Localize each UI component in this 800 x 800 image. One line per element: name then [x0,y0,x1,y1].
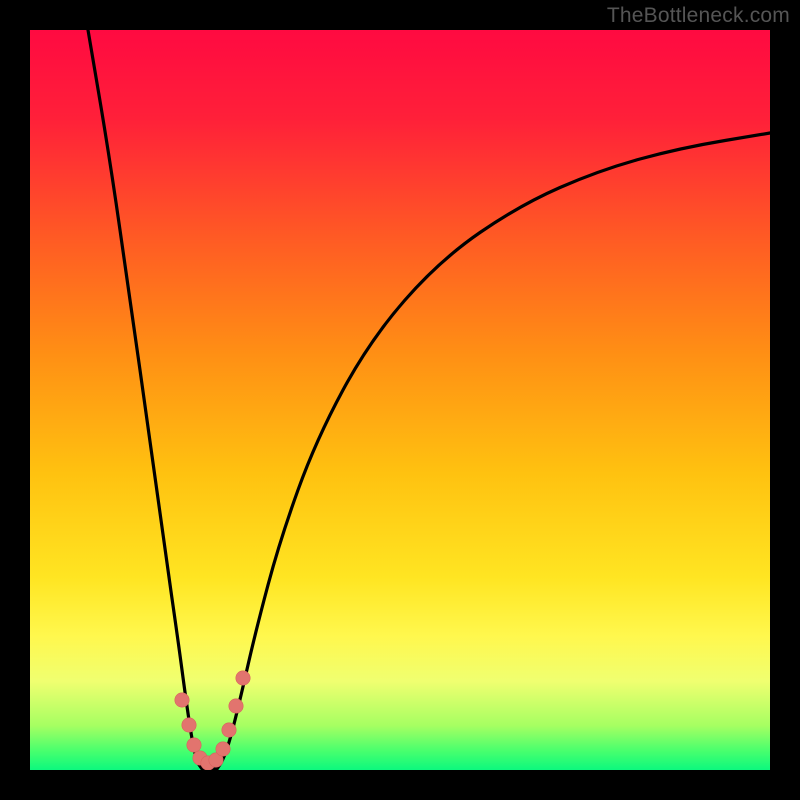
valley-marker [216,742,230,756]
valley-marker [182,718,196,732]
valley-marker [236,671,250,685]
attribution-label: TheBottleneck.com [607,0,800,30]
valley-marker [175,693,189,707]
bottleneck-chart [0,0,800,800]
chart-background [30,30,770,770]
valley-marker [229,699,243,713]
valley-marker [187,738,201,752]
valley-marker [222,723,236,737]
